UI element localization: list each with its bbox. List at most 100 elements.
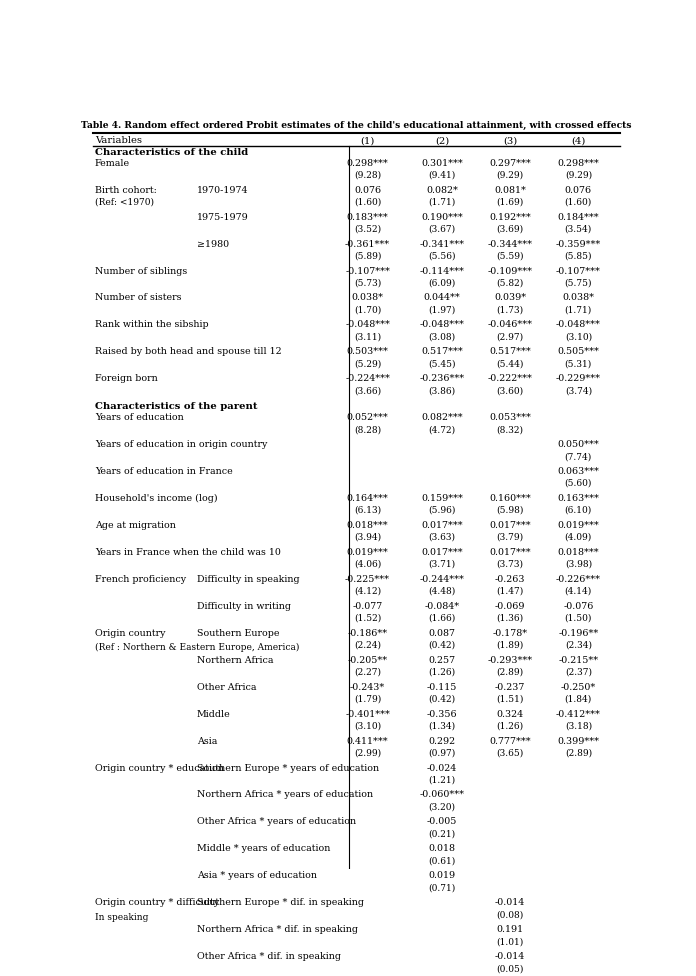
Text: (1.50): (1.50) [564,614,592,623]
Text: Other Africa * dif. in speaking: Other Africa * dif. in speaking [197,953,341,961]
Text: -0.178*: -0.178* [493,629,528,637]
Text: French proficiency: French proficiency [95,575,186,584]
Text: (5.96): (5.96) [428,506,456,515]
Text: (3.60): (3.60) [496,386,523,395]
Text: -0.076: -0.076 [563,602,594,611]
Text: (0.05): (0.05) [496,964,524,973]
Text: (0.08): (0.08) [496,911,524,919]
Text: (3.63): (3.63) [429,533,455,542]
Text: -0.263: -0.263 [495,575,525,584]
Text: 0.298***: 0.298*** [347,159,388,168]
Text: (3.20): (3.20) [429,802,455,811]
Text: 0.297***: 0.297*** [489,159,531,168]
Text: (5.89): (5.89) [354,252,381,261]
Text: (1.70): (1.70) [354,305,381,314]
Text: (3.69): (3.69) [496,224,523,233]
Text: 0.190***: 0.190*** [421,213,463,222]
Text: ≥1980: ≥1980 [197,239,229,249]
Text: 0.191: 0.191 [496,925,523,934]
Text: 0.159***: 0.159*** [421,494,463,503]
Text: Number of siblings: Number of siblings [95,266,187,275]
Text: Other Africa: Other Africa [197,682,257,692]
Text: 0.411***: 0.411*** [347,737,388,746]
Text: (5.59): (5.59) [496,252,524,261]
Text: (5.75): (5.75) [564,278,592,288]
Text: (2.34): (2.34) [565,640,592,650]
Text: (0.42): (0.42) [428,695,455,704]
Text: 0.076: 0.076 [564,185,592,194]
Text: (Ref: <1970): (Ref: <1970) [95,197,154,207]
Text: Age at migration: Age at migration [95,521,175,530]
Text: 0.301***: 0.301*** [421,159,463,168]
Text: (5.45): (5.45) [428,359,456,368]
Text: (3.52): (3.52) [354,224,381,233]
Text: (7.74): (7.74) [564,452,592,461]
Text: (2.89): (2.89) [564,749,592,757]
Text: (2.97): (2.97) [496,333,523,342]
Text: (5.60): (5.60) [564,479,592,488]
Text: 0.164***: 0.164*** [347,494,388,503]
Text: Middle * years of education: Middle * years of education [197,844,331,853]
Text: (1.36): (1.36) [496,614,523,623]
Text: -0.069: -0.069 [495,602,525,611]
Text: (0.97): (0.97) [428,749,456,757]
Text: 0.298***: 0.298*** [557,159,599,168]
Text: Origin country * difficulty: Origin country * difficulty [95,898,219,908]
Text: (1.71): (1.71) [428,197,456,207]
Text: (4): (4) [571,136,585,145]
Text: (3.10): (3.10) [354,721,381,731]
Text: -0.412***: -0.412*** [556,710,601,718]
Text: -0.014: -0.014 [495,953,525,961]
Text: 0.017***: 0.017*** [421,548,463,557]
Text: (5.73): (5.73) [354,278,381,288]
Text: (1.97): (1.97) [428,305,456,314]
Text: (3.79): (3.79) [496,533,523,542]
Text: -0.186**: -0.186** [347,629,388,637]
Text: 0.257: 0.257 [428,656,455,665]
Text: (3.71): (3.71) [428,560,455,569]
Text: -0.293***: -0.293*** [488,656,532,665]
Text: -0.341***: -0.341*** [420,239,464,249]
Text: Female: Female [95,159,130,168]
Text: -0.361***: -0.361*** [345,239,390,249]
Text: Difficulty in speaking: Difficulty in speaking [197,575,300,584]
Text: 0.399***: 0.399*** [557,737,599,746]
Text: -0.196**: -0.196** [558,629,599,637]
Text: -0.115: -0.115 [427,682,457,692]
Text: Middle: Middle [197,710,231,718]
Text: Household's income (log): Household's income (log) [95,494,217,504]
Text: (6.13): (6.13) [354,506,381,515]
Text: Variables: Variables [95,136,142,145]
Text: (1.71): (1.71) [564,305,592,314]
Text: 0.050***: 0.050*** [557,440,599,449]
Text: (3.86): (3.86) [428,386,455,395]
Text: (1.89): (1.89) [496,640,524,650]
Text: 1970-1974: 1970-1974 [197,185,248,194]
Text: Foreign born: Foreign born [95,375,157,384]
Text: 0.082***: 0.082*** [421,413,463,423]
Text: Characteristics of the child: Characteristics of the child [95,147,248,156]
Text: 0.082*: 0.082* [426,185,458,194]
Text: (9.28): (9.28) [354,171,381,180]
Text: Northern Africa: Northern Africa [197,656,274,665]
Text: -0.048***: -0.048*** [345,320,390,329]
Text: 1975-1979: 1975-1979 [197,213,248,222]
Text: (1.01): (1.01) [496,937,524,946]
Text: (1): (1) [361,136,374,145]
Text: 0.017***: 0.017*** [489,548,531,557]
Text: -0.024: -0.024 [427,763,457,773]
Text: -0.244***: -0.244*** [420,575,464,584]
Text: (3.54): (3.54) [564,224,592,233]
Text: -0.359***: -0.359*** [555,239,601,249]
Text: Northern Africa * years of education: Northern Africa * years of education [197,791,373,799]
Text: (9.29): (9.29) [496,171,523,180]
Text: (5.82): (5.82) [496,278,524,288]
Text: (2.99): (2.99) [354,749,381,757]
Text: 0.039*: 0.039* [494,294,526,303]
Text: Years of education: Years of education [95,413,184,423]
Text: 0.076: 0.076 [354,185,381,194]
Text: (4.09): (4.09) [564,533,592,542]
Text: 0.324: 0.324 [496,710,523,718]
Text: -0.236***: -0.236*** [420,375,464,384]
Text: (6.10): (6.10) [564,506,592,515]
